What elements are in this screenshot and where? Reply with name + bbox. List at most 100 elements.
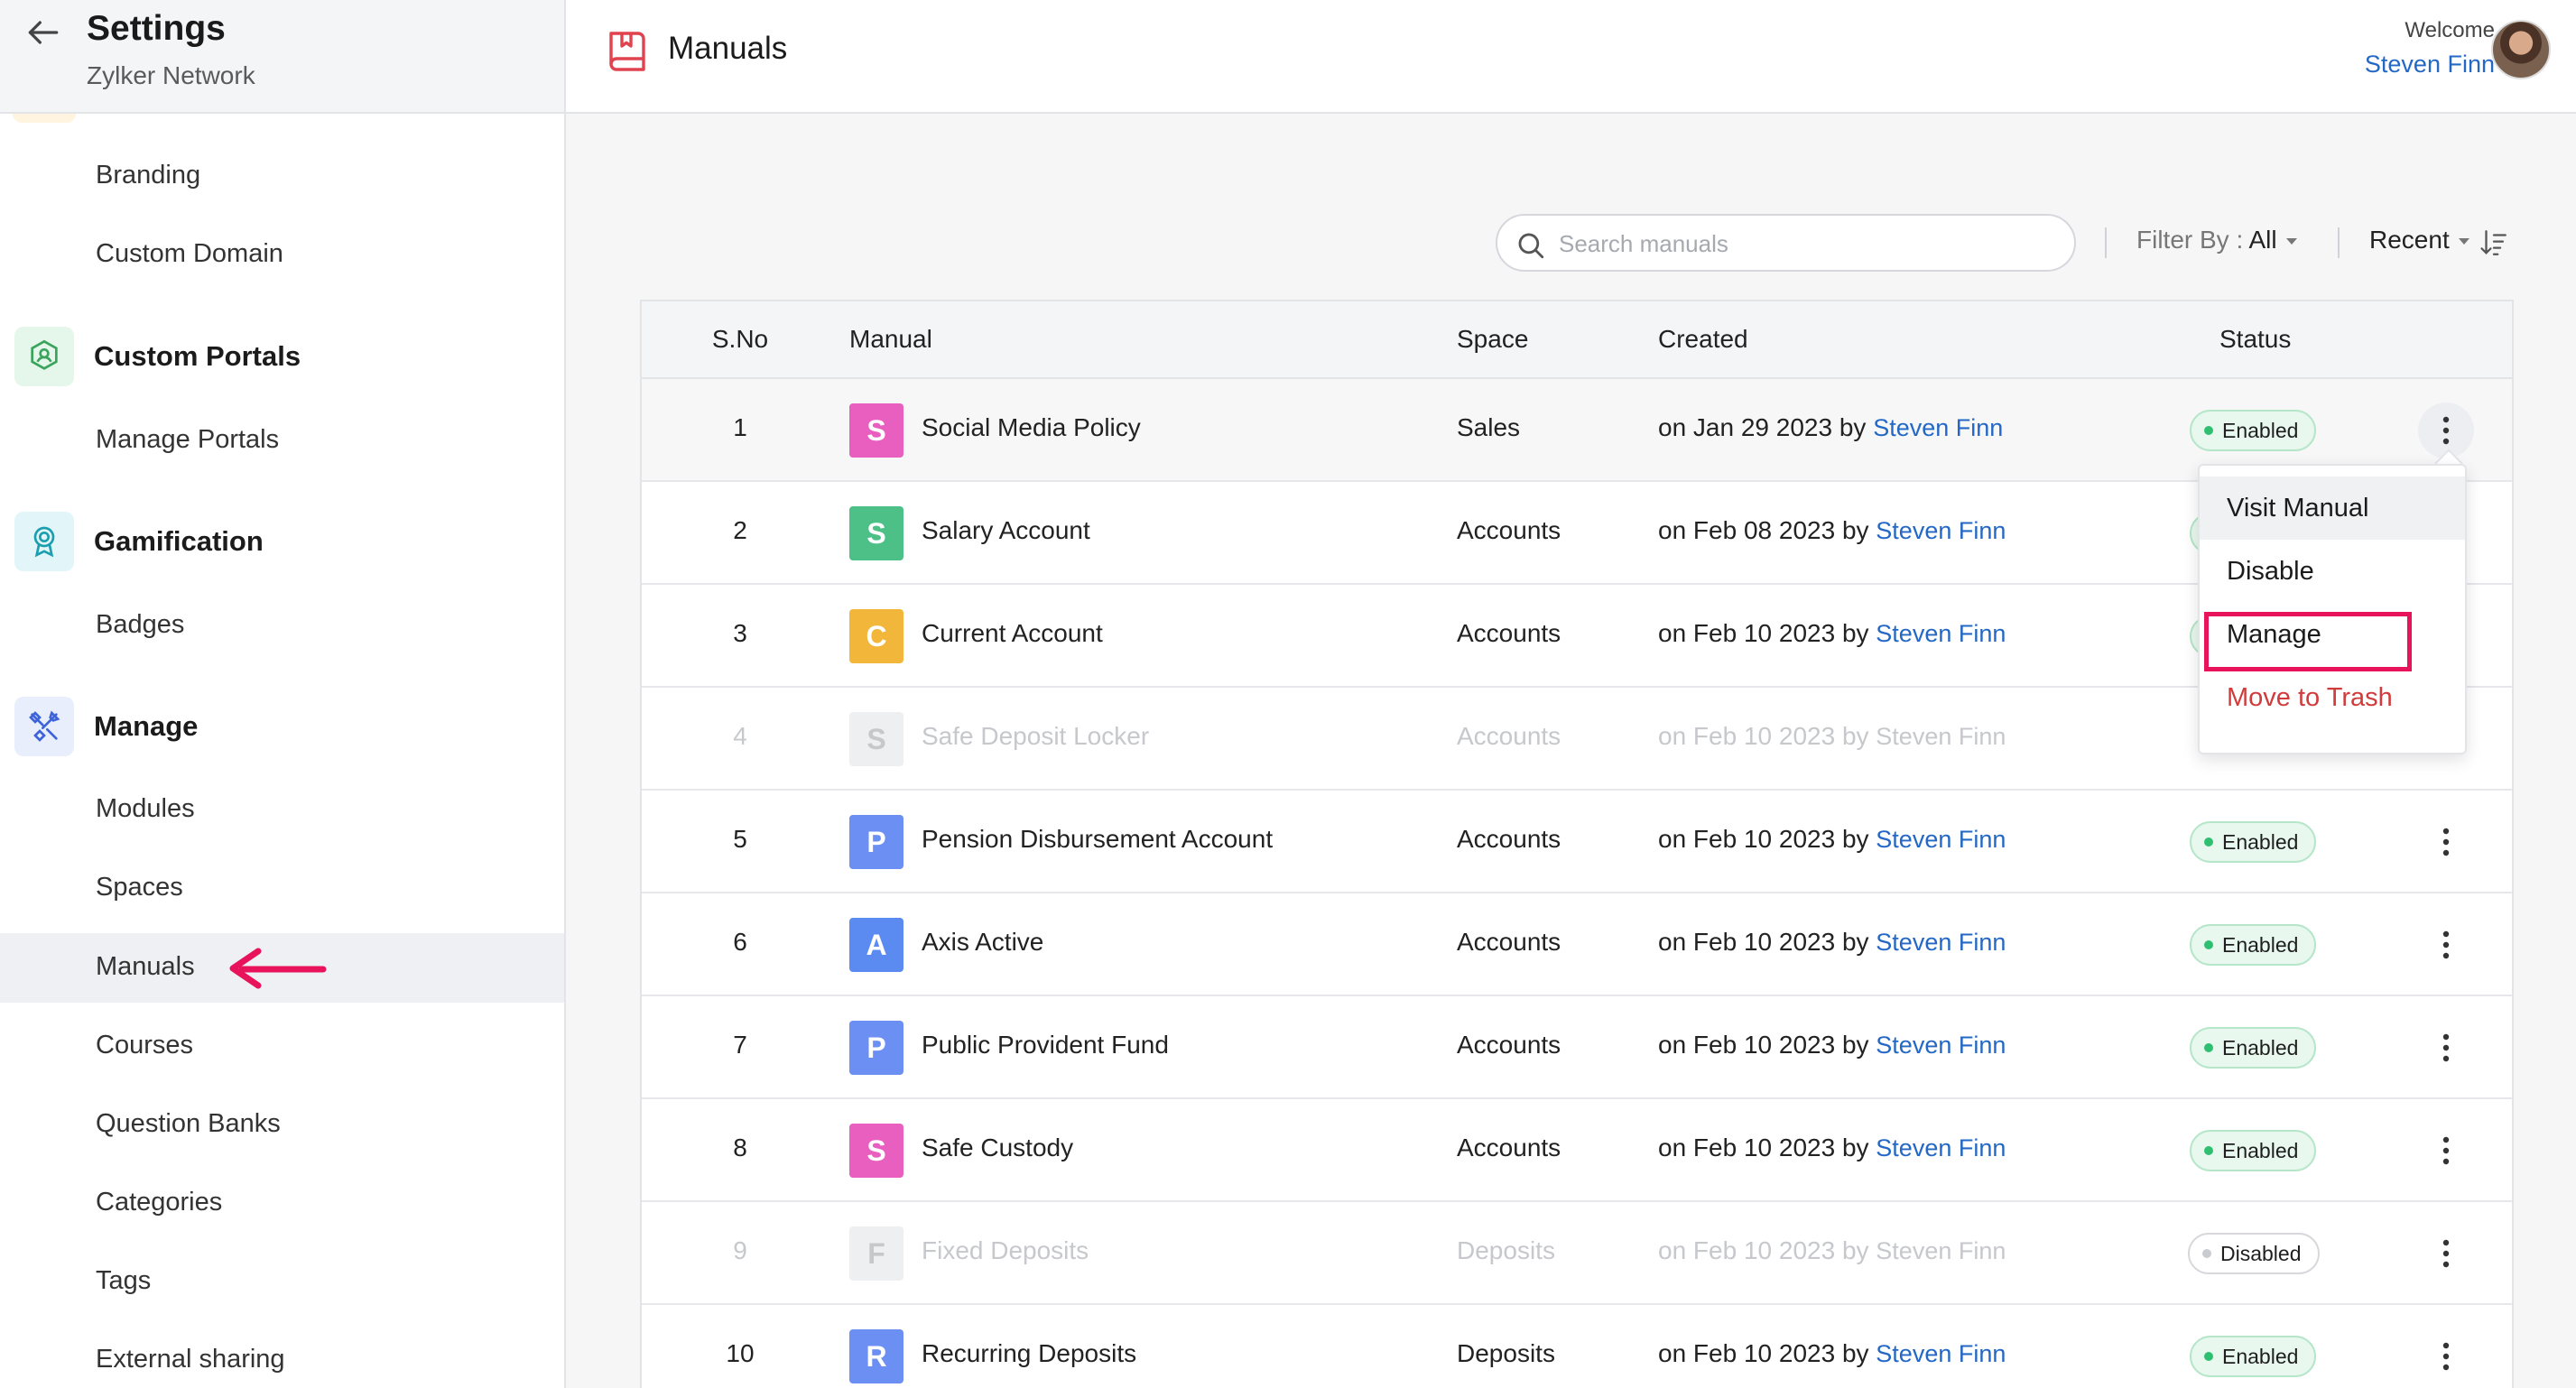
created-date: on Feb 10 2023 by [1658,1134,1869,1161]
sidebar-item-external-sharing[interactable]: External sharing [96,1345,285,1374]
more-options-icon[interactable] [2418,814,2474,870]
row-created: on Feb 08 2023 by Steven Finn [1658,516,2006,545]
manual-letter-avatar: S [849,403,903,458]
more-options-icon[interactable] [2418,1328,2474,1384]
sidebar-group-label: Manage [94,710,199,742]
col-header-created: Created [1658,325,1748,353]
manual-name-link[interactable]: Safe Deposit Locker [922,722,1150,750]
created-by-user-link[interactable]: Steven Finn [1876,1032,2006,1059]
menu-item-manage[interactable]: Manage [2227,619,2321,649]
status-text: Enabled [2222,932,2299,957]
filter-value: All [2248,226,2277,254]
filter-label: Filter By : [2136,226,2244,254]
search-input[interactable] [1559,227,2046,261]
col-header-status: Status [2219,325,2292,353]
status-badge: Disabled [2188,1233,2320,1274]
more-options-icon[interactable] [2418,403,2474,458]
created-date: on Feb 10 2023 by [1658,1236,1869,1264]
row-sno: 2 [733,516,747,544]
sidebar-item-modules[interactable]: Modules [96,794,195,823]
sort-label: Recent [2369,226,2450,254]
table-row[interactable]: 7 P Public Provident Fund Accounts on Feb 10… [642,996,2512,1099]
page-title: Manuals [668,31,788,66]
menu-item-disable[interactable]: Disable [2227,556,2314,586]
sidebar-item-manuals[interactable]: Manuals [96,952,195,981]
row-created: on Feb 10 2023 by Steven Finn [1658,619,2006,648]
row-created: on Feb 10 2023 by Steven Finn [1658,1236,2006,1265]
row-space: Accounts [1457,928,1561,956]
filter-dropdown[interactable]: Filter By : All [2136,226,2297,254]
created-by-user-link[interactable]: Steven Finn [1876,929,2006,956]
row-space: Accounts [1457,825,1561,853]
status-dot [2204,426,2213,435]
manual-name-link[interactable]: Social Media Policy [922,413,1141,441]
badge-icon [14,512,74,571]
sidebar-item-badges[interactable]: Badges [96,610,185,639]
status-text: Enabled [2222,1035,2299,1060]
created-by-user-link[interactable]: Steven Finn [1876,826,2006,853]
welcome-text: Welcome [2405,18,2495,42]
sidebar-item-branding[interactable]: Branding [96,161,201,190]
sidebar-item-manage-portals[interactable]: Manage Portals [96,425,280,454]
created-by-user-link[interactable]: Steven Finn [1876,517,2006,544]
created-by-user-link[interactable]: Steven Finn [1873,414,2004,441]
manual-name-link[interactable]: Pension Disbursement Account [922,825,1274,853]
table-row[interactable]: 10 R Recurring Deposits Deposits on Feb 10 2… [642,1305,2512,1388]
sidebar-group-label: Custom Portals [94,340,301,372]
status-badge: Enabled [2190,1130,2317,1171]
created-by-user-link[interactable]: Steven Finn [1876,1134,2006,1161]
status-dot [2204,1043,2213,1052]
chevron-down-icon [2458,238,2469,245]
menu-item-visit-manual[interactable]: Visit Manual [2200,477,2465,540]
row-space: Deposits [1457,1339,1555,1367]
more-options-icon[interactable] [2418,1123,2474,1179]
row-space: Accounts [1457,722,1561,750]
manual-name-link[interactable]: Current Account [922,619,1103,647]
row-sno: 9 [733,1236,747,1264]
table-row[interactable]: 5 P Pension Disbursement Account Accounts on… [642,791,2512,893]
created-date: on Feb 08 2023 by [1658,516,1869,544]
table-row[interactable]: 6 A Axis Active Accounts on Feb 10 2023 by S… [642,893,2512,996]
table-row[interactable]: 8 S Safe Custody Accounts on Feb 10 2023 by … [642,1099,2512,1202]
manual-book-icon [609,32,645,71]
sort-order-icon[interactable] [2479,227,2509,258]
status-dot [2202,1249,2211,1258]
manual-letter-avatar: F [849,1226,903,1281]
avatar[interactable] [2491,20,2551,79]
created-by-user-link[interactable]: Steven Finn [1876,1237,2006,1264]
sidebar-item-courses[interactable]: Courses [96,1031,193,1060]
back-arrow-icon[interactable] [23,13,63,52]
sidebar-item-question-banks[interactable]: Question Banks [96,1109,281,1138]
sidebar-title: Settings [87,9,226,48]
created-by-user-link[interactable]: Steven Finn [1876,620,2006,647]
manual-name-link[interactable]: Recurring Deposits [922,1339,1137,1367]
manual-name-link[interactable]: Public Provident Fund [922,1031,1169,1059]
table-row[interactable]: 4 S Safe Deposit Locker Accounts on Feb 10 2… [642,688,2512,791]
created-by-user-link[interactable]: Steven Finn [1876,1340,2006,1367]
sidebar-item-spaces[interactable]: Spaces [96,873,183,902]
manual-name-link[interactable]: Salary Account [922,516,1090,544]
row-sno: 4 [733,722,747,750]
sort-dropdown[interactable]: Recent [2369,226,2469,254]
sidebar-item-tags[interactable]: Tags [96,1266,152,1295]
row-sno: 5 [733,825,747,853]
user-name-link[interactable]: Steven Finn [2364,51,2495,78]
sidebar-item-categories[interactable]: Categories [96,1188,223,1217]
manual-name-link[interactable]: Safe Custody [922,1134,1074,1161]
more-options-icon[interactable] [2418,1020,2474,1076]
created-date: on Feb 10 2023 by [1658,1031,1869,1059]
sidebar-item-custom-domain[interactable]: Custom Domain [96,239,283,268]
table-row[interactable]: 9 F Fixed Deposits Deposits on Feb 10 2023 b… [642,1202,2512,1305]
created-date: on Feb 10 2023 by [1658,928,1869,956]
manual-name-link[interactable]: Axis Active [922,928,1044,956]
row-created: on Feb 10 2023 by Steven Finn [1658,825,2006,854]
row-space: Accounts [1457,516,1561,544]
row-created: on Feb 10 2023 by Steven Finn [1658,722,2006,751]
created-date: on Jan 29 2023 by [1658,413,1867,441]
annotation-highlight-box [2204,612,2412,671]
more-options-icon[interactable] [2418,917,2474,973]
manual-name-link[interactable]: Fixed Deposits [922,1236,1089,1264]
more-options-icon[interactable] [2418,1226,2474,1282]
created-by-user-link[interactable]: Steven Finn [1876,723,2006,750]
menu-item-move-to-trash[interactable]: Move to Trash [2227,682,2393,712]
